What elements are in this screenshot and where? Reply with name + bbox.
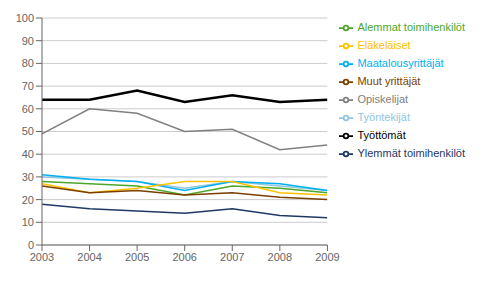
svg-text:2007: 2007 xyxy=(220,251,244,263)
svg-text:60: 60 xyxy=(22,103,34,115)
svg-text:2006: 2006 xyxy=(172,251,196,263)
svg-text:2009: 2009 xyxy=(315,251,339,263)
svg-text:2003: 2003 xyxy=(30,251,54,263)
html-text:Opiskelijat: Opiskelijat xyxy=(357,93,409,105)
html-text:Työttömät: Työttömät xyxy=(357,129,406,141)
svg-text:70: 70 xyxy=(22,80,34,92)
svg-text:2008: 2008 xyxy=(268,251,292,263)
svg-text:90: 90 xyxy=(22,35,34,47)
svg-text:10: 10 xyxy=(22,216,34,228)
svg-text:50: 50 xyxy=(22,125,34,137)
svg-text:40: 40 xyxy=(22,148,34,160)
html-text:Maatalousyrittäjät: Maatalousyrittäjät xyxy=(357,57,444,69)
svg-text:2004: 2004 xyxy=(77,251,101,263)
svg-text:30: 30 xyxy=(22,171,34,183)
svg-text:2005: 2005 xyxy=(125,251,149,263)
svg-text:20: 20 xyxy=(22,194,34,206)
svg-text:80: 80 xyxy=(22,57,34,69)
svg-text:0: 0 xyxy=(28,239,34,251)
html-text:Eläkeläiset: Eläkeläiset xyxy=(357,39,411,51)
svg-text:100: 100 xyxy=(16,12,34,24)
html-text:Alemmat toimihenkilöt: Alemmat toimihenkilöt xyxy=(357,21,465,33)
html-text:Työntekijät: Työntekijät xyxy=(357,111,410,123)
html-text:Ylemmät toimihenkilöt: Ylemmät toimihenkilöt xyxy=(357,147,465,159)
html-text:Muut yrittäjät: Muut yrittäjät xyxy=(357,75,421,87)
